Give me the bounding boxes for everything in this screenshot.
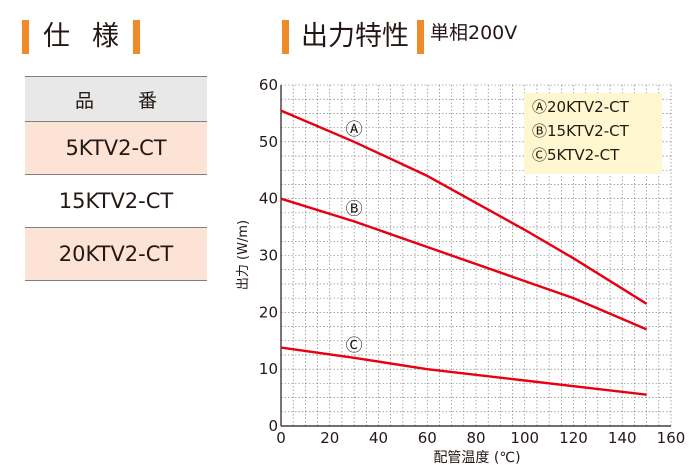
y-tick-label: 30 xyxy=(259,247,278,265)
heading-accent-bar xyxy=(417,20,424,54)
spec-model-label: 5KTV2-CT xyxy=(65,136,167,160)
heading-accent-bar xyxy=(282,20,289,54)
series-line xyxy=(280,346,647,396)
spec-table-header: 品番 xyxy=(25,76,207,122)
y-tick-label: 50 xyxy=(259,133,278,151)
heading-accent-bar xyxy=(133,20,140,54)
chart-series: Ⓐ Ⓑ Ⓒ xyxy=(280,109,648,396)
x-tick-label: 0 xyxy=(276,429,286,447)
spec-table-header-label: 品番 xyxy=(74,89,201,112)
chart-axes xyxy=(280,85,671,427)
series-label: Ⓑ xyxy=(346,199,363,219)
x-tick-label: 20 xyxy=(320,429,339,447)
spec-table-row: 20KTV2-CT xyxy=(25,228,207,281)
x-tick-label: 40 xyxy=(369,429,388,447)
series-line xyxy=(280,109,648,305)
x-tick-label: 140 xyxy=(608,429,637,447)
spec-model-label: 20KTV2-CT xyxy=(58,242,174,266)
x-tick-label: 100 xyxy=(510,429,539,447)
spec-table-row: 15KTV2-CT xyxy=(25,175,207,228)
spec-heading: 仕様 xyxy=(22,20,140,54)
series-line xyxy=(280,197,648,331)
spec-table-row: 5KTV2-CT xyxy=(25,122,207,175)
x-tick-label: 160 xyxy=(657,429,686,447)
legend-entry: Ⓐ20KTV2-CT xyxy=(532,98,629,116)
output-subtitle: 単相200V xyxy=(430,22,518,44)
spec-table: 品番 5KTV2-CT 15KTV2-CT 20KTV2-CT xyxy=(25,76,207,281)
legend-entry: Ⓒ5KTV2-CT xyxy=(532,146,620,164)
spec-title: 仕様 xyxy=(43,21,141,52)
output-title: 出力特性 xyxy=(301,21,409,52)
series-label: Ⓐ xyxy=(346,120,363,140)
spec-model-label: 15KTV2-CT xyxy=(58,189,174,213)
y-axis-label: 出力 (W/m) xyxy=(236,220,251,290)
y-tick-label: 20 xyxy=(259,303,278,321)
heading-accent-bar xyxy=(22,20,29,54)
y-tick-label: 60 xyxy=(259,76,278,94)
x-axis-label: 配管温度 (℃) xyxy=(433,450,520,466)
legend-entry: Ⓑ15KTV2-CT xyxy=(532,122,629,140)
chart-tick-labels: 0 20 40 60 80 100 120 140 160 0 10 20 30 40 50 60 xyxy=(259,76,685,447)
series-label: Ⓒ xyxy=(346,336,363,356)
x-tick-label: 120 xyxy=(559,429,588,447)
y-tick-label: 40 xyxy=(259,190,278,208)
y-tick-label: 10 xyxy=(259,360,278,378)
output-heading: 出力特性 単相200V xyxy=(282,20,517,54)
x-tick-label: 80 xyxy=(466,429,485,447)
chart-legend xyxy=(524,93,662,174)
x-tick-label: 60 xyxy=(418,429,437,447)
y-tick-label: 0 xyxy=(268,417,278,435)
